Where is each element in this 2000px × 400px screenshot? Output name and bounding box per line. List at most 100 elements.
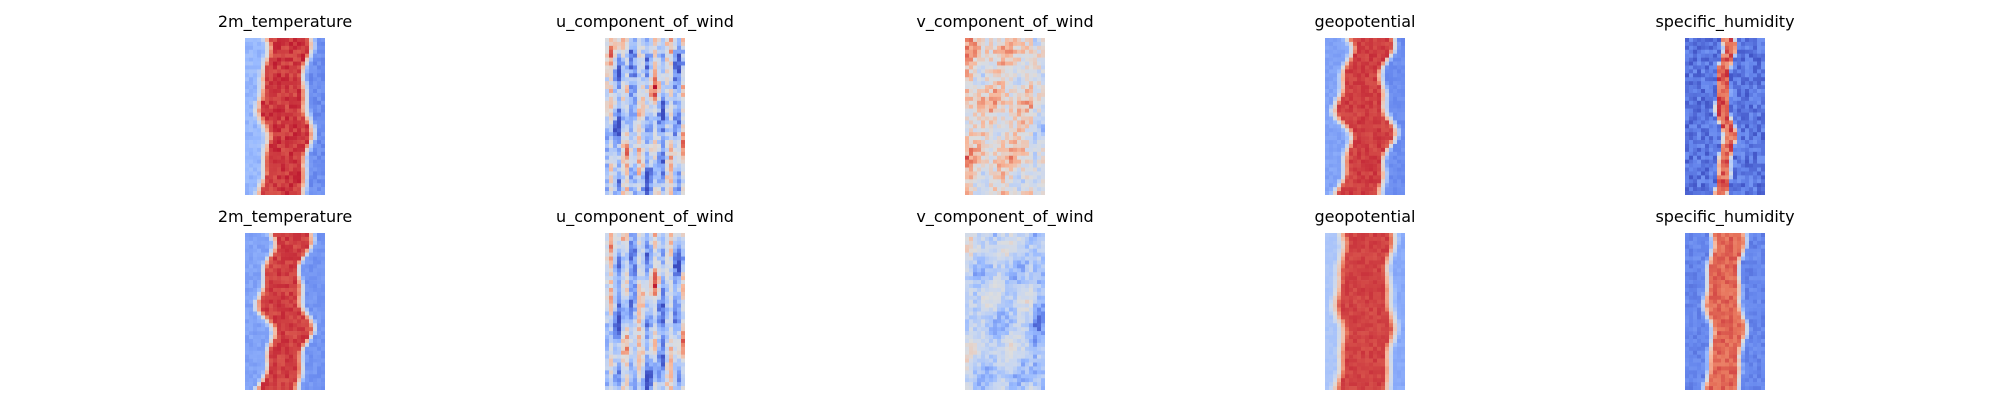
heatmap-cell xyxy=(249,342,254,348)
heatmap-cell xyxy=(1713,53,1718,58)
heatmap-cell xyxy=(621,57,626,62)
heatmap-cell xyxy=(253,128,258,133)
heatmap-cell xyxy=(1033,163,1038,168)
heatmap-cell xyxy=(281,256,286,261)
heatmap-cell xyxy=(1013,155,1018,160)
heatmap-cell xyxy=(1025,155,1030,160)
heatmap-cell xyxy=(677,187,682,192)
heatmap-cell xyxy=(1733,143,1738,149)
heatmap-cell xyxy=(261,116,266,121)
heatmap-cell xyxy=(613,175,618,180)
heatmap-cell xyxy=(969,167,974,172)
heatmap-cell xyxy=(1401,53,1405,58)
heatmap-cell xyxy=(1353,140,1358,145)
heatmap-cell xyxy=(981,151,986,157)
heatmap-cell xyxy=(293,303,298,308)
heatmap-cell xyxy=(1749,187,1754,192)
heatmap-cell xyxy=(637,187,642,192)
heatmap-cell xyxy=(677,100,682,106)
heatmap-cell xyxy=(1353,179,1358,184)
heatmap-cell xyxy=(665,92,670,98)
heatmap-cell xyxy=(1745,104,1750,109)
heatmap-cell xyxy=(321,175,325,180)
heatmap-cell xyxy=(1025,73,1030,78)
heatmap-cell xyxy=(1361,191,1366,195)
heatmap-cell xyxy=(1013,116,1018,121)
heatmap-cell xyxy=(641,96,646,102)
heatmap-cell xyxy=(1329,136,1334,141)
heatmap-cell xyxy=(253,291,258,297)
heatmap-cell xyxy=(997,65,1002,70)
heatmap-cell xyxy=(1753,92,1758,98)
heatmap-cell xyxy=(1741,41,1746,47)
heatmap-cell xyxy=(285,386,290,390)
heatmap-cell xyxy=(981,100,986,106)
heatmap-cell xyxy=(661,81,666,86)
heatmap-cell xyxy=(1761,191,1765,195)
heatmap-cell xyxy=(1753,183,1758,188)
heatmap-cell xyxy=(677,264,682,269)
heatmap-cell xyxy=(1721,163,1726,168)
heatmap-cell xyxy=(277,331,282,336)
heatmap-cell xyxy=(1737,100,1742,106)
heatmap-cell xyxy=(285,171,290,176)
heatmap-cell xyxy=(1725,163,1730,168)
heatmap-cell xyxy=(617,155,622,160)
heatmap-cell xyxy=(1325,179,1330,184)
heatmap-cell xyxy=(1381,167,1386,172)
heatmap-cell xyxy=(969,96,974,102)
heatmap-cell xyxy=(289,171,294,176)
heatmap-cell xyxy=(293,100,298,106)
heatmap-cell xyxy=(261,143,266,149)
heatmap-cell xyxy=(317,175,322,180)
heatmap-cell xyxy=(1757,45,1762,51)
heatmap-cell xyxy=(313,147,318,153)
heatmap-cell xyxy=(1037,167,1042,172)
heatmap-cell xyxy=(973,179,978,184)
heatmap-cell xyxy=(1705,116,1710,121)
heatmap-cell xyxy=(661,163,666,168)
heatmap-cell xyxy=(605,116,610,121)
heatmap-cell xyxy=(245,260,250,265)
heatmap-cell xyxy=(269,315,274,320)
heatmap-cell xyxy=(1021,96,1026,102)
heatmap-cell xyxy=(665,264,670,269)
heatmap-cell xyxy=(285,354,290,359)
heatmap-cell xyxy=(301,116,306,121)
heatmap-cell xyxy=(1017,61,1022,66)
heatmap-cell xyxy=(269,307,274,312)
heatmap-cell xyxy=(265,284,270,289)
heatmap-cell xyxy=(289,81,294,86)
heatmap-cell xyxy=(313,338,318,344)
heatmap-cell xyxy=(661,65,666,70)
heatmap-cell xyxy=(677,108,682,113)
heatmap-cell xyxy=(633,120,638,125)
heatmap-cell xyxy=(1021,49,1026,54)
heatmap-cell xyxy=(657,187,662,192)
heatmap-cell xyxy=(681,69,685,74)
heatmap-cell xyxy=(1341,81,1346,86)
heatmap-cell xyxy=(989,191,994,195)
heatmap-cell xyxy=(1361,163,1366,168)
heatmap-cell xyxy=(301,233,306,238)
heatmap-cell xyxy=(1341,120,1346,125)
heatmap-cell xyxy=(1717,85,1722,90)
heatmap-cell xyxy=(609,65,614,70)
heatmap-cell xyxy=(1037,187,1042,192)
heatmap-cell xyxy=(257,268,262,273)
heatmap-cell xyxy=(669,244,674,249)
heatmap-cell xyxy=(309,167,314,172)
heatmap-cell xyxy=(1749,191,1754,195)
heatmap-cell xyxy=(317,49,322,54)
heatmap-cell xyxy=(1733,155,1738,160)
heatmap-cell xyxy=(637,112,642,117)
heatmap-cell xyxy=(281,77,286,82)
heatmap-cell xyxy=(1697,171,1702,176)
heatmap-cell xyxy=(1017,65,1022,70)
heatmap-cell xyxy=(633,128,638,133)
heatmap-cell xyxy=(1397,85,1402,90)
heatmap-cell xyxy=(1385,140,1390,145)
heatmap-cell xyxy=(277,104,282,109)
heatmap-cell xyxy=(1373,81,1378,86)
heatmap-cell xyxy=(605,187,610,192)
